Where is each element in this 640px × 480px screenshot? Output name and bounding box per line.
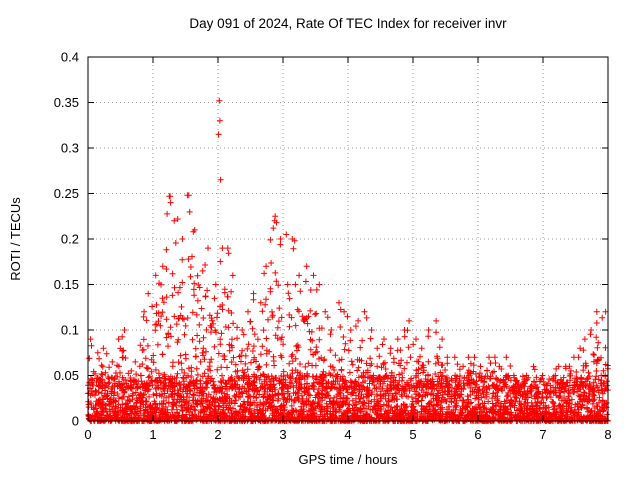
y-tick-label: 0.3 <box>61 141 79 156</box>
chart-title: Day 091 of 2024, Rate Of TEC Index for r… <box>189 16 507 31</box>
y-tick-label: 0.35 <box>54 95 79 110</box>
y-tick-label: 0.1 <box>61 323 79 338</box>
axis-tick-labels: 0 1 2 3 4 5 6 7 8 0 0.05 0.1 0.15 0.2 0.25 0.3 0.35 0.4 <box>54 50 612 443</box>
x-tick-label: 5 <box>409 427 416 442</box>
chart-gridlines <box>87 56 609 422</box>
y-tick-label: 0.15 <box>54 277 79 292</box>
y-tick-label: 0.05 <box>54 368 79 383</box>
x-axis-label: GPS time / hours <box>299 452 398 467</box>
x-tick-label: 7 <box>539 427 546 442</box>
y-axis-label: ROTI / TECUs <box>8 197 23 281</box>
x-tick-label: 2 <box>214 427 221 442</box>
x-tick-label: 6 <box>474 427 481 442</box>
x-tick-label: 8 <box>604 427 611 442</box>
y-tick-label: 0 <box>72 414 79 429</box>
x-tick-label: 4 <box>344 427 351 442</box>
x-tick-label: 1 <box>149 427 156 442</box>
x-tick-label: 3 <box>279 427 286 442</box>
axis-ticks <box>87 56 609 422</box>
y-tick-label: 0.2 <box>61 232 79 247</box>
y-tick-label: 0.25 <box>54 186 79 201</box>
y-tick-label: 0.4 <box>61 50 79 65</box>
x-tick-label: 0 <box>84 427 91 442</box>
